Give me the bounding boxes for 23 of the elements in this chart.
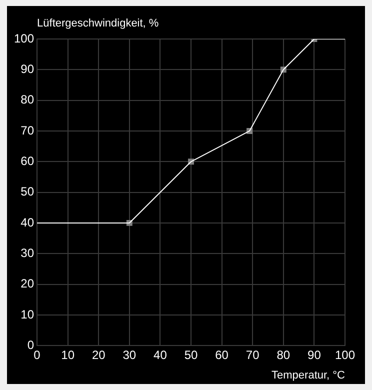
y-tick-label: 50 xyxy=(20,184,34,199)
x-tick-label: 80 xyxy=(276,348,290,362)
x-axis-title: Temperatur, °C xyxy=(272,370,346,382)
y-tick-label: 90 xyxy=(20,62,34,76)
x-tick-label: 90 xyxy=(308,348,322,362)
x-tick-label: 40 xyxy=(154,348,168,362)
x-tick-label: 60 xyxy=(215,348,229,362)
y-tick-label: 80 xyxy=(20,92,34,107)
x-tick-label: 70 xyxy=(246,348,260,362)
x-tick-label: 20 xyxy=(92,348,106,362)
x-tick-label: 10 xyxy=(61,348,75,362)
y-tick-label: 20 xyxy=(20,276,34,291)
x-tick-label: 50 xyxy=(184,348,198,362)
y-axis-title: Lüftergeschwindigkeit, % xyxy=(37,18,159,30)
y-tick-label: 30 xyxy=(20,246,34,260)
y-tick-label: 100 xyxy=(14,31,34,46)
y-tick-label: 70 xyxy=(20,123,34,138)
x-tick-label: 30 xyxy=(122,348,136,362)
y-tick-label: 0 xyxy=(27,338,34,352)
y-tick-label: 60 xyxy=(20,154,34,168)
x-tick-label: 100 xyxy=(334,348,356,362)
y-tick-label: 10 xyxy=(20,307,34,322)
y-tick-label: 40 xyxy=(20,215,34,230)
